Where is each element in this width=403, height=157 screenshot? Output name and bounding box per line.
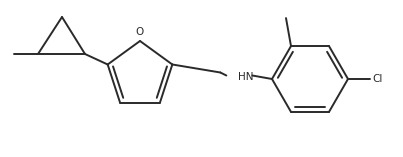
Text: O: O bbox=[136, 27, 144, 37]
Text: HN: HN bbox=[238, 73, 254, 82]
Text: Cl: Cl bbox=[372, 74, 382, 84]
